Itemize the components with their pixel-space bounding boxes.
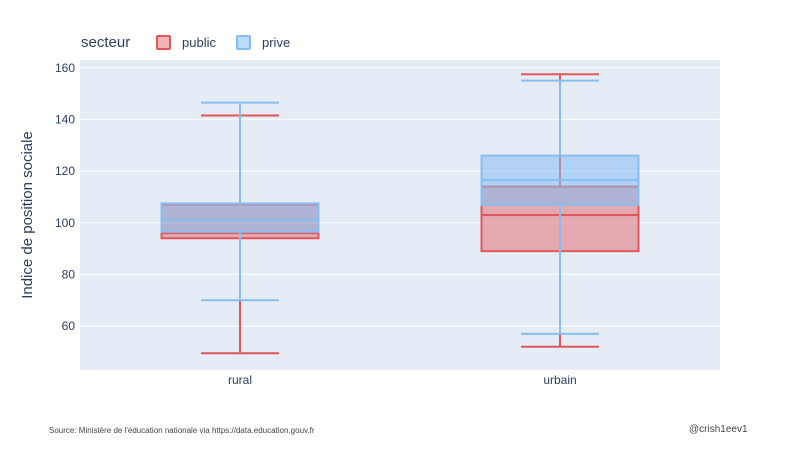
author-credit: @crish1eev1 bbox=[689, 424, 748, 435]
y-axis-ticks: 60 80 100 120 140 160 bbox=[55, 61, 75, 333]
box-prive-urbain bbox=[480, 79, 640, 335]
y-tick-label: 100 bbox=[55, 216, 75, 230]
box-iqr bbox=[160, 202, 320, 233]
box-prive-rural bbox=[160, 101, 320, 302]
legend-swatch-prive[interactable] bbox=[236, 35, 251, 50]
x-tick-label: urbain bbox=[543, 373, 576, 387]
y-tick-label: 60 bbox=[62, 319, 76, 333]
legend-label-public[interactable]: public bbox=[182, 35, 216, 50]
x-axis-ticks: rural urbain bbox=[228, 373, 577, 387]
legend-label-prive[interactable]: prive bbox=[262, 35, 290, 50]
box-series bbox=[160, 73, 640, 355]
source-note: Source: Ministère de l'éducation nationa… bbox=[49, 426, 315, 435]
y-tick-label: 80 bbox=[62, 267, 76, 281]
legend-swatch-public[interactable] bbox=[156, 35, 171, 50]
legend-title: secteur bbox=[81, 34, 130, 51]
y-axis-title: Indice de position sociale bbox=[19, 131, 36, 299]
x-tick-label: rural bbox=[228, 373, 252, 387]
y-tick-label: 140 bbox=[55, 112, 75, 126]
y-tick-label: 160 bbox=[55, 61, 75, 75]
legend: secteur public prive bbox=[81, 34, 290, 51]
y-tick-label: 120 bbox=[55, 164, 75, 178]
